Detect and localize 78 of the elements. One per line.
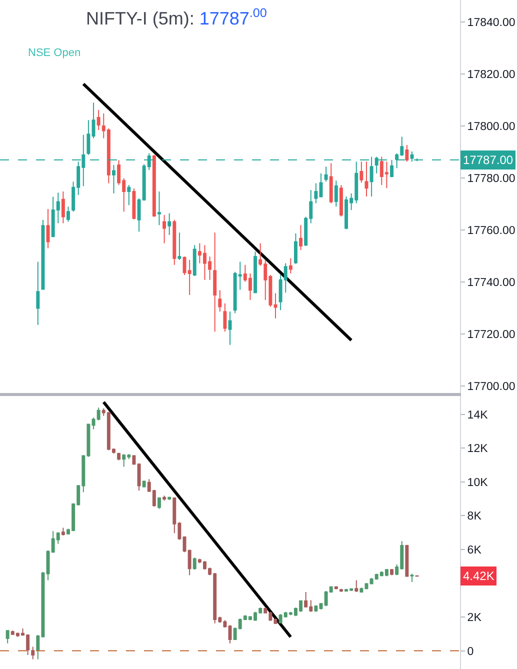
candlestick xyxy=(86,120,90,156)
y-tick-label: 17720.00 xyxy=(467,329,516,342)
y-tick-label: 10K xyxy=(467,476,488,489)
candlestick xyxy=(334,586,338,590)
candlestick xyxy=(254,251,258,294)
candlestick xyxy=(96,109,100,130)
candlestick xyxy=(178,232,182,260)
candlestick xyxy=(334,180,338,208)
candlestick xyxy=(405,144,409,162)
candlestick xyxy=(112,164,116,194)
candlestick xyxy=(354,580,358,592)
candlestick xyxy=(142,480,146,488)
y-tick-label: 8K xyxy=(467,510,482,523)
candlestick xyxy=(314,604,318,612)
y-tick-label: 14K xyxy=(467,409,488,422)
candlestick xyxy=(390,568,394,576)
candlestick xyxy=(61,527,65,536)
candlestick xyxy=(127,184,131,206)
y-tick-label: 0 xyxy=(467,646,474,658)
candlestick xyxy=(152,154,156,218)
annotation: 4.42K xyxy=(463,569,494,583)
y-tick-label: 17800.00 xyxy=(467,121,516,134)
candlestick xyxy=(162,214,166,244)
candlestick xyxy=(288,258,292,274)
y-tick-label: 17740.00 xyxy=(467,277,516,290)
chart-title: NIFTY-I (5m): 17787$^{.00}$ xyxy=(86,6,267,29)
candlestick xyxy=(6,630,10,644)
candlestick xyxy=(339,588,343,592)
candlestick xyxy=(360,587,364,594)
candlestick xyxy=(36,261,40,326)
candlestick xyxy=(319,172,323,198)
candlestick xyxy=(390,159,394,178)
candlestick xyxy=(41,219,45,290)
candlestick xyxy=(157,191,161,226)
candlestick xyxy=(218,290,222,312)
candlestick xyxy=(324,166,328,182)
candlestick xyxy=(61,191,65,224)
y-tick-label: 17780.00 xyxy=(467,173,516,186)
candlestick xyxy=(228,311,232,346)
candlestick xyxy=(299,224,303,251)
candlestick xyxy=(405,544,409,578)
candlestick xyxy=(132,454,136,466)
candlestick xyxy=(294,232,298,264)
y-tick-label: 17760.00 xyxy=(467,225,516,238)
y-tick-label: 17700.00 xyxy=(467,381,516,394)
candlestick xyxy=(223,302,227,332)
candlestick xyxy=(364,161,368,197)
candlestick xyxy=(168,496,172,500)
candlestick xyxy=(92,102,96,139)
annotation: NSE Open xyxy=(28,47,81,59)
ref-line-label: 17787.00 xyxy=(463,153,514,167)
candlestick xyxy=(157,496,161,510)
candlestick xyxy=(274,292,278,319)
candlestick xyxy=(137,462,141,492)
candlestick xyxy=(188,549,192,576)
candlestick xyxy=(213,232,217,332)
candlestick xyxy=(339,184,343,218)
candlestick xyxy=(314,182,318,204)
candlestick xyxy=(228,624,232,644)
y-tick-label: 2K xyxy=(467,612,482,624)
y-tick-label: 6K xyxy=(467,544,482,556)
candlestick xyxy=(360,161,364,184)
candlestick xyxy=(329,162,333,204)
y-tick-label: 17820.00 xyxy=(467,69,516,82)
candlestick xyxy=(66,206,70,222)
y-tick-label: 17840.00 xyxy=(467,17,516,30)
y-tick-label: 12K xyxy=(467,443,488,456)
candlestick xyxy=(172,219,176,266)
candlestick xyxy=(117,452,121,461)
candlestick xyxy=(162,495,166,502)
candlestick xyxy=(46,208,50,249)
candlestick xyxy=(192,557,196,570)
candlestick xyxy=(132,188,136,220)
candlestick xyxy=(192,244,196,277)
candlestick xyxy=(168,212,172,236)
candlestick xyxy=(370,156,374,197)
candlestick xyxy=(410,573,414,582)
candlestick xyxy=(188,259,192,296)
